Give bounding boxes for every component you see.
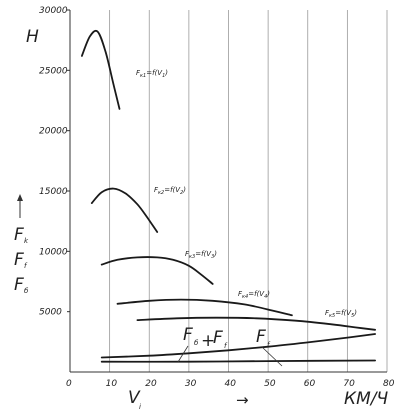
svg-text:Fк5=f(V5): Fк5=f(V5) [325, 309, 357, 319]
svg-text:f: f [267, 341, 271, 349]
svg-text:Fк1=f(V1): Fк1=f(V1) [136, 69, 168, 79]
svg-text:f: f [224, 342, 228, 350]
svg-text:F: F [183, 325, 193, 345]
curve-label-2: Fк2=f(V2) [154, 186, 186, 196]
left-label-F3: F [14, 275, 24, 295]
up-arrow-head [17, 194, 23, 201]
left-label-b: б [24, 287, 29, 295]
tick-labels: 0 10 20 30 40 50 60 70 80 5000 10000 15000 20000 2500… [39, 6, 395, 389]
grid [67, 9, 388, 373]
left-label-k: k [24, 237, 29, 245]
series-line-1 [81, 29, 121, 110]
y-axis-label: H [26, 27, 39, 47]
series-line-3 [100, 256, 214, 285]
x-tick-label: 20 [145, 379, 157, 389]
left-label-F1: F [14, 225, 24, 245]
left-force-labels: F k F f F б [14, 194, 29, 295]
x-axis-label: V i [128, 388, 141, 411]
curve-label-1: Fк1=f(V1) [136, 69, 168, 79]
curves [81, 29, 376, 363]
y-tick-label: 20000 [39, 127, 68, 137]
svg-text:Fк2=f(V2): Fк2=f(V2) [154, 186, 186, 196]
svg-text:+: + [201, 331, 215, 351]
x-tick-label: 70 [343, 379, 355, 389]
y-tick-label: 5000 [39, 308, 62, 318]
curve-label-5: Fк5=f(V5) [325, 309, 357, 319]
svg-text:б: б [194, 339, 199, 347]
leader-fb-ff [177, 345, 189, 363]
y-tick-label: 30000 [39, 6, 68, 16]
y-tick-label: 25000 [39, 66, 68, 76]
series-line-2 [90, 187, 159, 233]
series-line-4 [116, 298, 293, 317]
resistance-label-fb-ff: F б + F f [183, 325, 228, 351]
curve-label-3: Fк3=f(V3) [185, 250, 217, 260]
x-axis-unit: КМ/Ч [344, 389, 388, 409]
curve-label-4: Fк4=f(V4) [238, 290, 270, 300]
x-tick-label: 10 [106, 379, 118, 389]
y-tick-label: 15000 [39, 187, 68, 197]
x-tick-label: 40 [225, 379, 237, 389]
x-tick-label: 80 [383, 379, 395, 389]
svg-text:Fк4=f(V4): Fк4=f(V4) [238, 290, 270, 300]
svg-text:i: i [139, 403, 141, 411]
left-label-F2: F [14, 250, 24, 270]
resistance-label-ff: F f [256, 327, 271, 349]
leader-ff [261, 346, 283, 367]
svg-text:F: F [256, 327, 266, 347]
series-line-7 [100, 359, 376, 363]
x-tick-label: 50 [264, 379, 276, 389]
series-line-6 [100, 333, 376, 359]
x-axis-arrow: → [236, 391, 249, 409]
x-tick-label: 60 [304, 379, 316, 389]
left-label-f: f [24, 262, 28, 270]
svg-text:Fк3=f(V3): Fк3=f(V3) [185, 250, 217, 260]
x-tick-label: 0 [66, 379, 72, 389]
x-tick-label: 30 [185, 379, 197, 389]
svg-text:V: V [128, 388, 141, 408]
series-line-5 [136, 316, 376, 331]
svg-text:F: F [213, 328, 223, 348]
y-tick-label: 10000 [39, 247, 68, 257]
